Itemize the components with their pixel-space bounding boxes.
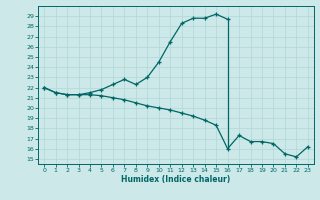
- X-axis label: Humidex (Indice chaleur): Humidex (Indice chaleur): [121, 175, 231, 184]
